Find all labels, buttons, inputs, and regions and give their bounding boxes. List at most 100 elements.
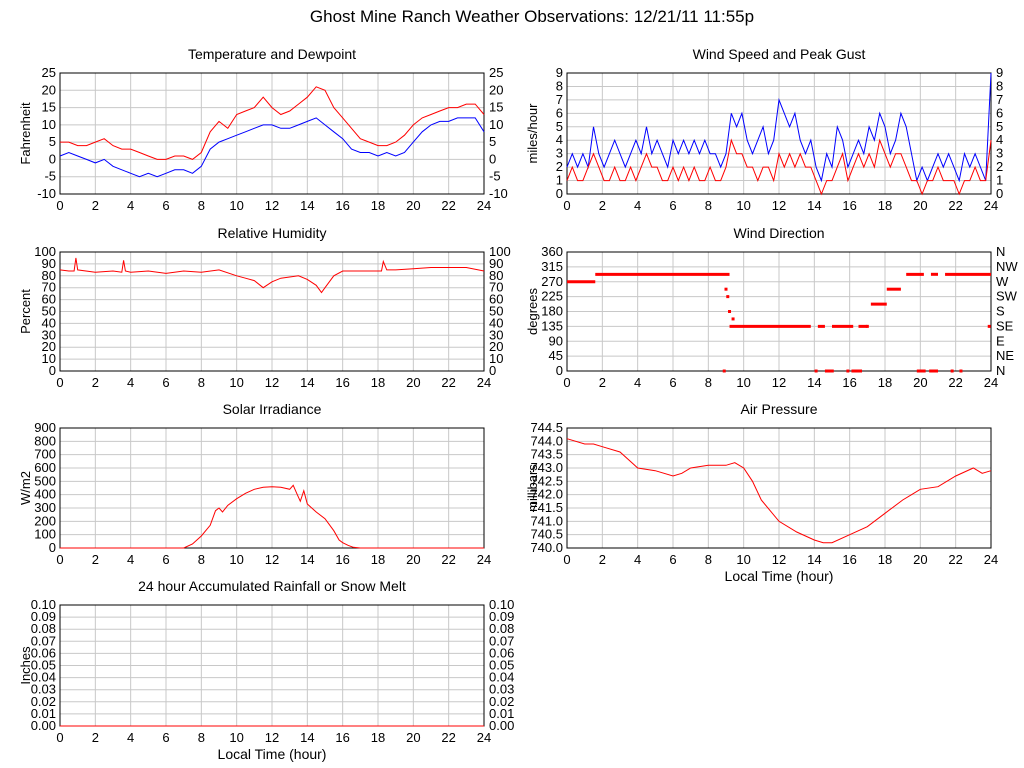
y-tick-label-right: 0.05 (489, 658, 514, 673)
y-tick-label: 0 (49, 363, 56, 378)
x-tick-label: 22 (948, 198, 962, 213)
wind-direction-point (726, 295, 730, 299)
x-tick-label: 4 (634, 375, 641, 390)
y-tick-label-right: 0.06 (489, 645, 514, 660)
x-tick-label: 12 (772, 198, 786, 213)
y-tick-label-right: N (996, 244, 1005, 259)
y-tick-label: 740.0 (530, 540, 563, 555)
y-tick-label-right: N (996, 363, 1005, 378)
y-tick-label: 7 (556, 92, 563, 107)
x-tick-label: 14 (807, 198, 821, 213)
y-tick-label: 10 (42, 117, 56, 132)
x-tick-label: 22 (441, 552, 455, 567)
y-tick-label: 0 (556, 186, 563, 201)
y-tick-label-right: 4 (996, 132, 1003, 147)
x-tick-label: 0 (56, 375, 63, 390)
y-axis-label: Inches (18, 646, 33, 685)
x-tick-label: 24 (477, 375, 491, 390)
y-tick-label: 20 (42, 82, 56, 97)
plot-frame (566, 427, 992, 549)
y-tick-label: -10 (37, 186, 56, 201)
x-tick-label: 0 (56, 198, 63, 213)
y-axis-label: degrees (525, 288, 540, 335)
plot-frame (59, 251, 485, 372)
plot-frame (566, 72, 992, 195)
series-line-0 (59, 257, 485, 294)
x-tick-label: 4 (127, 730, 134, 745)
x-tick-label: 12 (772, 375, 786, 390)
chart-title: Temperature and Dewpoint (188, 46, 356, 62)
y-tick-label-right: 5 (996, 119, 1003, 134)
x-tick-label: 6 (669, 552, 676, 567)
y-tick-label: 0.01 (31, 706, 56, 721)
x-tick-label: 0 (563, 198, 570, 213)
x-tick-label: 16 (842, 375, 856, 390)
plot-frame (566, 251, 992, 372)
x-tick-label: 14 (300, 552, 314, 567)
y-tick-label: 600 (34, 460, 56, 475)
y-tick-label: 70 (42, 280, 56, 295)
y-tick-label: 742.0 (530, 487, 563, 502)
y-tick-label: 180 (541, 304, 563, 319)
y-tick-label-right: 0 (489, 151, 496, 166)
wind-direction-point (731, 317, 735, 321)
y-tick-label-right: 80 (489, 268, 503, 283)
y-tick-label: 8 (556, 78, 563, 93)
x-tick-label: 2 (92, 198, 99, 213)
x-tick-label: 18 (878, 375, 892, 390)
y-tick-label-right: 0.08 (489, 621, 514, 636)
x-tick-label: 12 (265, 375, 279, 390)
x-tick-label: 6 (669, 375, 676, 390)
y-axis-label: millibars (525, 464, 540, 512)
x-tick-label: 18 (371, 198, 385, 213)
y-tick-label-right: 3 (996, 146, 1003, 161)
y-tick-label-right: 90 (489, 256, 503, 271)
y-tick-label: 0.03 (31, 682, 56, 697)
y-tick-label: 741.0 (530, 513, 563, 528)
y-tick-label: 400 (34, 487, 56, 502)
series-line-1 (566, 138, 992, 196)
x-tick-label: 10 (736, 375, 750, 390)
y-axis-label: Percent (18, 289, 33, 334)
y-tick-label: 80 (42, 268, 56, 283)
x-tick-label: 10 (229, 730, 243, 745)
y-tick-label: 0.09 (31, 609, 56, 624)
y-tick-label: 25 (42, 65, 56, 80)
y-tick-label-right: 10 (489, 351, 503, 366)
x-tick-label: 20 (406, 198, 420, 213)
x-tick-label: 14 (300, 198, 314, 213)
x-tick-label: 8 (198, 375, 205, 390)
x-tick-label: 14 (300, 375, 314, 390)
x-tick-label: 22 (948, 375, 962, 390)
y-tick-label: 90 (42, 256, 56, 271)
y-tick-label: 40 (42, 315, 56, 330)
y-tick-label-right: 40 (489, 315, 503, 330)
x-axis-label: Local Time (hour) (218, 746, 327, 762)
x-tick-label: 24 (984, 198, 998, 213)
y-tick-label: 135 (541, 318, 563, 333)
series-line-0 (566, 72, 992, 183)
y-tick-label: 45 (549, 348, 563, 363)
y-tick-label-right: 5 (489, 134, 496, 149)
y-tick-label-right: 0 (489, 363, 496, 378)
y-tick-label: 5 (49, 134, 56, 149)
y-tick-label: 6 (556, 105, 563, 120)
x-tick-label: 2 (599, 198, 606, 213)
x-tick-label: 24 (984, 552, 998, 567)
y-tick-label-right: 6 (996, 105, 1003, 120)
y-tick-label: 0.06 (31, 645, 56, 660)
x-tick-label: 2 (92, 552, 99, 567)
x-tick-label: 14 (300, 730, 314, 745)
y-tick-label: 0.02 (31, 694, 56, 709)
wind-direction-point (950, 369, 954, 373)
x-tick-label: 22 (441, 730, 455, 745)
y-tick-label-right: 0.07 (489, 633, 514, 648)
x-tick-label: 8 (705, 198, 712, 213)
y-tick-label: 744.5 (530, 420, 563, 435)
y-tick-label-right: 30 (489, 327, 503, 342)
y-tick-label-right: 1 (996, 173, 1003, 188)
x-tick-label: 10 (229, 375, 243, 390)
x-tick-label: 22 (441, 198, 455, 213)
